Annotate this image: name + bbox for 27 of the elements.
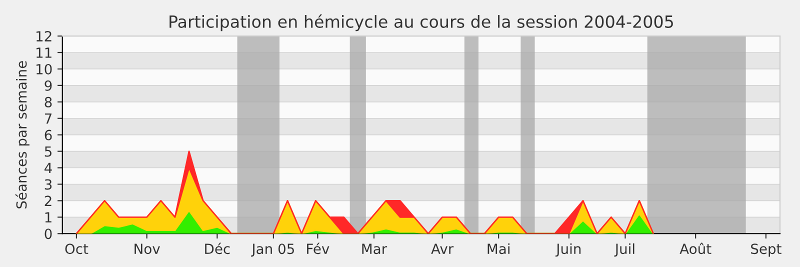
x-tick-label: Mar [362, 244, 388, 254]
y-tick-label: 3 [44, 179, 52, 190]
y-tick-label: 6 [44, 130, 52, 140]
y-axis-title: Séances par semaine [15, 61, 30, 208]
y-tick-label: 5 [44, 146, 52, 157]
x-tick-label: Juil [614, 243, 634, 257]
x-tick-label: Oct [65, 244, 88, 254]
y-tick-label: 2 [44, 196, 52, 206]
y-tick-label: 7 [44, 114, 52, 124]
y-tick-label: 12 [36, 31, 52, 42]
x-tick-label: Nov [134, 244, 160, 254]
y-tick-label: 9 [44, 80, 52, 91]
x-tick-label: Sept [751, 244, 782, 257]
y-tick-label: 10 [36, 64, 52, 74]
x-tick-label: Fév [307, 242, 330, 254]
y-tick-label: 1 [45, 212, 52, 222]
chart-title: Participation en hémicycle au cours de la session 2004-2005 [170, 14, 673, 32]
x-tick-label: Avr [431, 244, 454, 254]
y-tick-label: 8 [44, 96, 52, 108]
x-tick-label: Déc [205, 242, 230, 254]
y-tick-label: 11 [36, 48, 52, 58]
y-tick-label: 0 [44, 228, 52, 240]
y-tick-label: 4 [44, 162, 52, 174]
x-tick-label: Mai [488, 243, 510, 254]
x-tick-label: Juin [555, 243, 581, 257]
x-tick-label: Août [680, 242, 712, 254]
x-tick-label: Jan 05 [250, 244, 294, 257]
